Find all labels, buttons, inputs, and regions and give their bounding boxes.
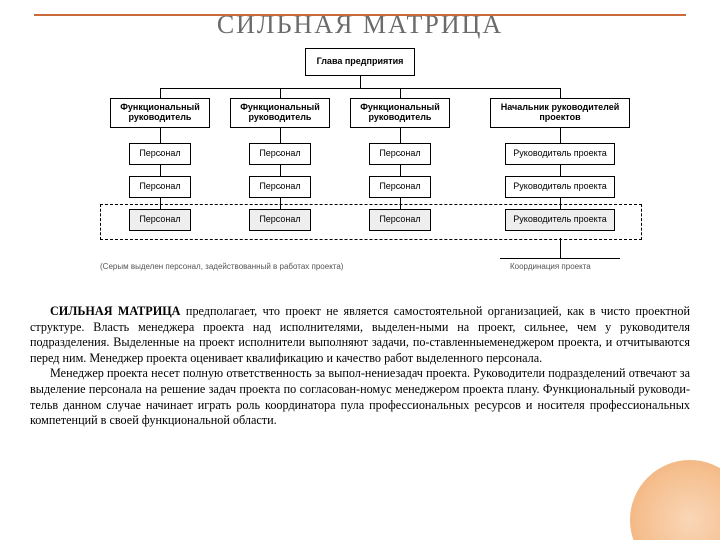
decor-circle (630, 460, 720, 540)
h-bus (160, 88, 560, 89)
manager-box-1: Функциональный руководитель (230, 98, 330, 128)
h-cell-1-3 (560, 187, 561, 188)
h-cell-0-3 (560, 154, 561, 155)
h-coord (500, 258, 620, 259)
footnote-left: (Серым выделен персонал, задействованный… (100, 262, 343, 271)
org-chart: Глава предприятия Функциональный руководи… (70, 48, 650, 298)
head-box: Глава предприятия (305, 48, 415, 76)
manager-box-0: Функциональный руководитель (110, 98, 210, 128)
paragraph-1: СИЛЬНАЯ МАТРИЦА предполагает, что проект… (30, 304, 690, 366)
staff-cell-2-2: Персонал (369, 209, 431, 231)
h-cell-0-2 (400, 154, 401, 155)
h-cell-1-1 (280, 187, 281, 188)
top-rule (34, 14, 686, 16)
body-text: СИЛЬНАЯ МАТРИЦА предполагает, что проект… (30, 304, 690, 429)
v-drop-1 (280, 88, 281, 98)
h-cell-1-2 (400, 187, 401, 188)
h-cell-0-0 (160, 154, 161, 155)
v-drop-0 (160, 88, 161, 98)
pm-cell-2-3: Руководитель проекта (505, 209, 615, 231)
h-cell-1-0 (160, 187, 161, 188)
manager-box-2: Функциональный руководитель (350, 98, 450, 128)
v-coord (560, 238, 561, 258)
manager-box-3: Начальник руководителей проектов (490, 98, 630, 128)
h-cell-0-1 (280, 154, 281, 155)
footnote-right: Координация проекта (510, 262, 591, 271)
paragraph-2: Менеджер проекта несет полную ответствен… (30, 366, 690, 428)
staff-cell-2-1: Персонал (249, 209, 311, 231)
staff-cell-2-0: Персонал (129, 209, 191, 231)
v-drop-3 (560, 88, 561, 98)
v-head (360, 76, 361, 88)
v-drop-2 (400, 88, 401, 98)
